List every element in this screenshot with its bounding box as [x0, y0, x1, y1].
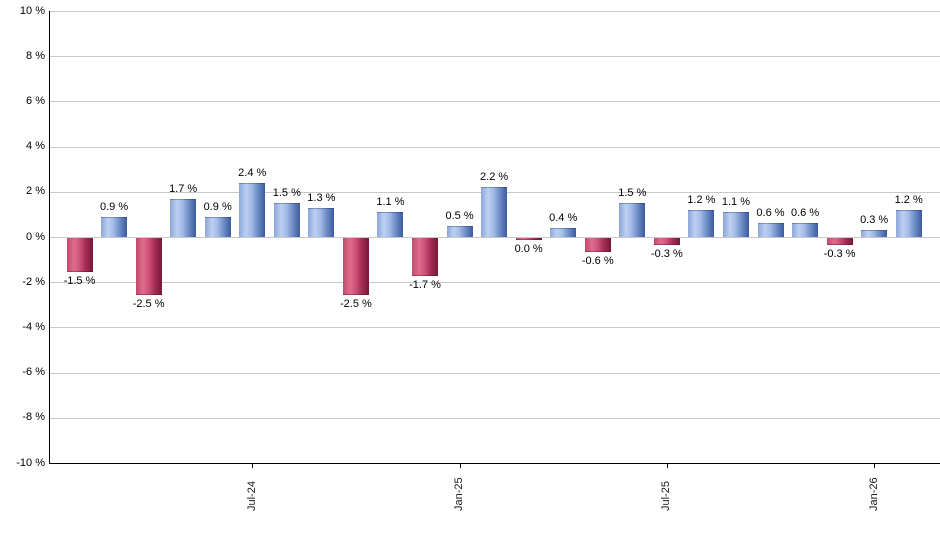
return-bar-positive — [273, 203, 300, 237]
return-bar-positive — [481, 187, 508, 237]
bar-value-label: 1.1 % — [721, 196, 750, 208]
return-bar-negative — [135, 238, 162, 295]
gridline — [49, 417, 940, 419]
bar-value-label: 0.9 % — [99, 201, 129, 213]
return-bar-negative — [342, 238, 369, 295]
y-axis-line — [49, 11, 50, 464]
return-bar-positive — [550, 228, 577, 237]
y-axis-tick-label: 2 % — [26, 185, 45, 198]
return-bar-positive — [446, 226, 473, 237]
y-axis-tick-label: -10 % — [16, 456, 45, 469]
return-bar-negative — [584, 238, 611, 252]
return-bar-negative — [653, 238, 680, 245]
y-axis-tick-label: 0 % — [26, 230, 45, 243]
bar-value-label: 2.2 % — [480, 171, 509, 183]
bar-value-label: 0.6 % — [756, 207, 785, 219]
bar-value-label: 1.3 % — [307, 192, 336, 204]
x-axis-tick-label: Jul-25 — [660, 481, 673, 511]
gridline — [49, 372, 940, 374]
return-bar-positive — [722, 212, 749, 237]
return-bar-positive — [204, 217, 231, 237]
bar-value-label: 1.2 % — [687, 194, 716, 206]
x-axis-tick — [874, 464, 876, 468]
bar-value-label: 1.5 % — [618, 187, 647, 199]
bar-value-label: -0.3 % — [823, 248, 856, 260]
return-bar-positive — [377, 212, 404, 237]
bar-value-label: -2.5 % — [339, 298, 372, 310]
gridline — [49, 282, 940, 284]
return-bar-positive — [895, 210, 922, 237]
return-bar-positive — [170, 199, 197, 237]
y-axis-tick-label: -4 % — [22, 320, 45, 333]
gridline — [49, 237, 940, 238]
bar-value-label: -0.6 % — [581, 255, 614, 267]
y-axis-tick-label: -6 % — [22, 366, 45, 379]
return-bar-positive — [861, 230, 888, 237]
bar-value-label: -0.3 % — [650, 248, 683, 260]
bar-value-label: -2.5 % — [132, 298, 165, 310]
gridline — [49, 327, 940, 329]
y-axis-tick-label: 4 % — [26, 140, 45, 153]
bar-value-label: 0.3 % — [860, 214, 889, 226]
x-axis-line — [49, 463, 940, 464]
return-bar-positive — [757, 223, 784, 237]
return-bar-negative — [412, 238, 438, 276]
gridline — [49, 146, 940, 148]
gridline — [49, 101, 940, 103]
x-axis-tick — [252, 464, 254, 468]
bar-value-label: -1.7 % — [409, 279, 441, 291]
x-axis-tick-label: Jul-24 — [245, 481, 258, 511]
return-bar-negative — [66, 238, 93, 272]
bar-value-label: 0.5 % — [445, 210, 474, 222]
bar-value-label: 1.5 % — [272, 187, 301, 199]
return-bar-negative — [515, 238, 542, 240]
bar-value-label: 0.4 % — [549, 212, 578, 224]
y-axis-tick-label: 6 % — [26, 94, 45, 107]
gridline — [49, 56, 940, 58]
return-bar-negative — [826, 238, 853, 245]
bar-value-label: 0.9 % — [203, 201, 232, 213]
x-axis-tick-label: Jan-25 — [453, 477, 466, 511]
return-bar-positive — [688, 210, 715, 237]
bar-value-label: 0.0 % — [514, 243, 543, 255]
bar-value-label: 1.1 % — [376, 196, 405, 208]
return-bar-positive — [308, 208, 335, 237]
bar-value-label: 1.7 % — [169, 183, 198, 195]
bar-value-label: -1.5 % — [63, 275, 96, 287]
y-axis-tick-label: -8 % — [22, 411, 45, 424]
x-axis-tick-label: Jan-26 — [867, 477, 880, 511]
bar-value-label: 1.2 % — [894, 194, 923, 206]
x-axis-tick — [459, 464, 461, 468]
return-bar-positive — [619, 203, 646, 237]
gridline — [49, 11, 940, 12]
return-bar-positive — [792, 223, 819, 237]
return-bar-positive — [239, 183, 266, 237]
y-axis-tick-label: 10 % — [19, 4, 45, 17]
bar-value-label: 0.6 % — [790, 207, 820, 219]
y-axis-tick-label: -2 % — [22, 275, 45, 288]
y-axis-tick-label: 8 % — [26, 49, 45, 62]
bar-value-label: 2.4 % — [238, 167, 267, 179]
return-bar-positive — [101, 217, 128, 237]
x-axis-tick — [666, 464, 668, 468]
